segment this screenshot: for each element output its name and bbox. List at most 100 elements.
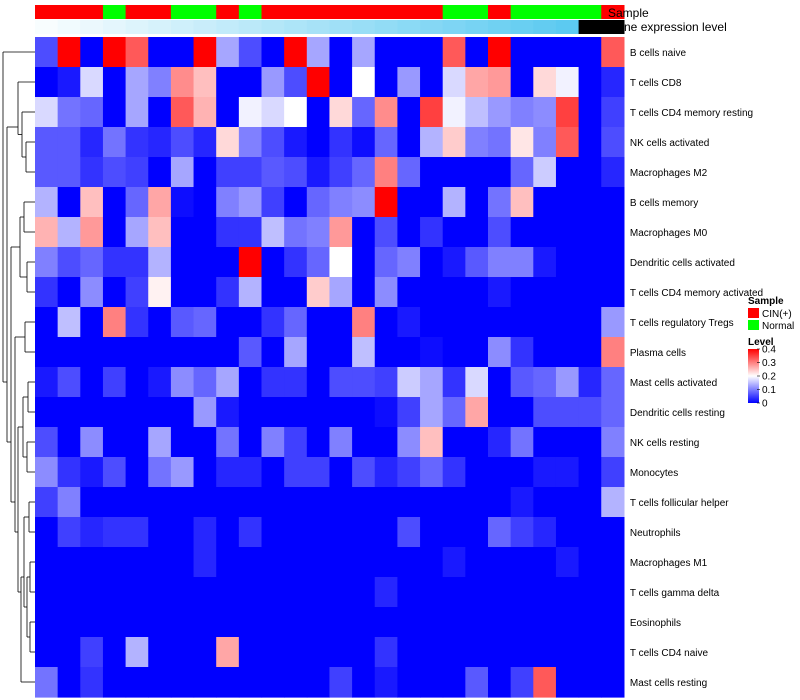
heatmap-cell [80, 127, 104, 158]
heatmap-cell [329, 97, 353, 128]
heatmap-cell [306, 397, 331, 428]
heatmap-cell [442, 397, 466, 428]
heatmap-cell [170, 487, 195, 518]
row-label: Dendritic cells activated [630, 258, 735, 269]
heatmap-cell [216, 637, 240, 668]
heatmap-cell [601, 277, 625, 308]
heatmap-cell [601, 517, 625, 548]
heatmap-cell [510, 127, 534, 158]
heatmap-cell [374, 337, 398, 368]
heatmap-cell [170, 307, 195, 338]
heatmap-cell [510, 157, 534, 188]
heatmap-cell [80, 607, 104, 638]
heatmap-cell [238, 247, 263, 278]
row-label: Neutrophils [630, 528, 681, 539]
heatmap-cell [102, 277, 127, 308]
heatmap-cell [306, 217, 331, 248]
heatmap-cell [238, 277, 263, 308]
heatmap-cell [329, 397, 353, 428]
heatmap-cell [193, 487, 217, 518]
heatmap-cell [329, 187, 353, 218]
heatmap-cell [80, 37, 104, 68]
heatmap-cell [329, 307, 353, 338]
heatmap-cell [374, 37, 398, 68]
heatmap-cell [57, 127, 81, 158]
heatmap-cell [442, 547, 466, 578]
heatmap-cell [329, 577, 353, 608]
heatmap-cell [35, 517, 59, 548]
heatmap-cell [555, 547, 580, 578]
heatmap-cell [578, 187, 602, 218]
heatmap-cell [329, 217, 353, 248]
legend-label-cin: CIN(+) [762, 309, 792, 320]
row-label: Eosinophils [630, 618, 681, 629]
heatmap-cell [465, 37, 489, 68]
heatmap-cell [261, 67, 285, 98]
heatmap-cell [465, 277, 489, 308]
heatmap-cell [397, 667, 421, 698]
heatmap-cell [80, 577, 104, 608]
heatmap-cell [374, 187, 398, 218]
heatmap-cell [374, 367, 398, 398]
heatmap-cell [306, 277, 331, 308]
heatmap-cell [555, 247, 580, 278]
heatmap-cell [374, 457, 398, 488]
heatmap-cell [148, 277, 172, 308]
heatmap-cell [352, 187, 376, 218]
heatmap-cell [57, 247, 81, 278]
heatmap-cell [329, 247, 353, 278]
heatmap-cell [465, 157, 489, 188]
heatmap-cell [397, 577, 421, 608]
heatmap-cell [57, 37, 81, 68]
row-label: Macrophages M1 [630, 558, 708, 569]
heatmap-cell [284, 37, 308, 68]
heatmap-cell [102, 397, 127, 428]
heatmap-cell [261, 247, 285, 278]
heatmap-cell [374, 607, 398, 638]
heatmap-cell [148, 67, 172, 98]
heatmap-cell [148, 487, 172, 518]
heatmap-cell [465, 337, 489, 368]
heatmap-cell [125, 337, 149, 368]
heatmap-cell [80, 637, 104, 668]
heatmap-cell [555, 637, 580, 668]
heatmap-cell [352, 67, 376, 98]
heatmap-cell [578, 457, 602, 488]
heatmap-cell [125, 547, 149, 578]
heatmap-cell [261, 367, 285, 398]
heatmap-cell [442, 577, 466, 608]
heatmap-cell [533, 667, 557, 698]
heatmap-cell [261, 427, 285, 458]
heatmap-cell [306, 247, 331, 278]
heatmap-cell [193, 277, 217, 308]
heatmap-cell [510, 487, 534, 518]
sample-annotation-cell [352, 5, 376, 19]
heatmap-cell [510, 277, 534, 308]
heatmap-cell [102, 97, 127, 128]
sample-annotation-cell [35, 5, 59, 19]
heatmap-cell [216, 667, 240, 698]
heatmap-cell [578, 367, 602, 398]
heatmap-cell [125, 367, 149, 398]
heatmap-cell [80, 547, 104, 578]
row-label: T cells regulatory Tregs [630, 318, 734, 329]
heatmap-cell [488, 397, 512, 428]
heatmap-cell [601, 157, 625, 188]
heatmap-cell [397, 37, 421, 68]
heatmap-cell [193, 157, 217, 188]
heatmap-cell [555, 67, 580, 98]
heatmap-cell [601, 667, 625, 698]
heatmap-cell [102, 667, 127, 698]
heatmap-cell [57, 277, 81, 308]
heatmap-cell [420, 547, 444, 578]
heatmap-cell [488, 427, 512, 458]
row-label: NK cells activated [630, 138, 709, 149]
heatmap-cell [578, 247, 602, 278]
heatmap-cell [261, 637, 285, 668]
heatmap-cell [374, 307, 398, 338]
heatmap-cell [442, 367, 466, 398]
heatmap-cell [374, 127, 398, 158]
heatmap-cell [238, 127, 263, 158]
heatmap-cell [352, 277, 376, 308]
heatmap-cell [170, 397, 195, 428]
